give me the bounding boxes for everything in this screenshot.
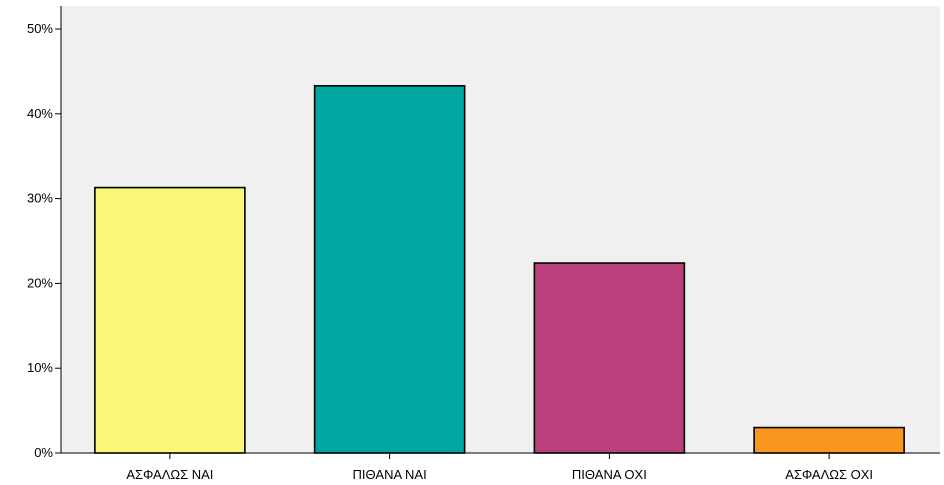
bar (533, 262, 686, 454)
y-tick-label: 10% (27, 360, 53, 375)
y-tick-label: 40% (27, 106, 53, 121)
y-tick-label: 30% (27, 191, 53, 206)
bar (753, 426, 905, 454)
y-tick-label: 50% (27, 21, 53, 36)
x-tick-label: ΑΣΦΑΛΩΣ ΟΧΙ (785, 467, 873, 482)
x-tick-label: ΠΙΘΑΝΑ ΟΧΙ (572, 467, 647, 482)
x-tick-label: ΠΙΘΑΝΑ ΝΑΙ (353, 467, 427, 482)
y-tick-label: 20% (27, 275, 53, 290)
bar (94, 186, 246, 454)
x-tick-label: ΑΣΦΑΛΩΣ ΝΑΙ (126, 467, 213, 482)
bar (313, 85, 466, 454)
y-tick-label: 0% (34, 445, 53, 460)
